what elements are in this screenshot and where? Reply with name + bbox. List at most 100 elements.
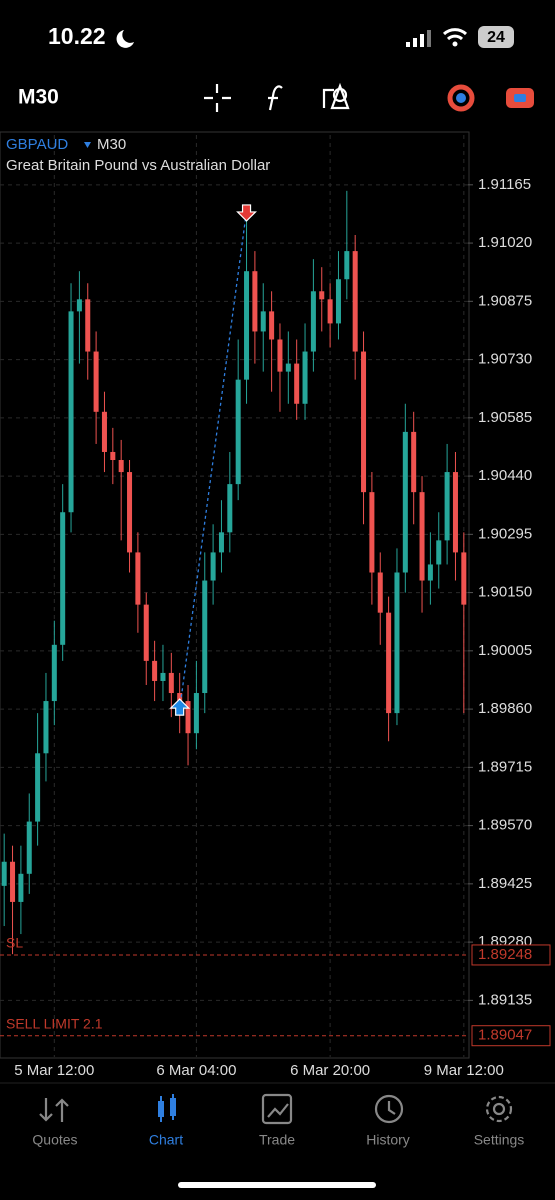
- candle-body: [427, 564, 433, 581]
- trade-icon[interactable]: [447, 84, 475, 112]
- tab-label[interactable]: History: [366, 1132, 410, 1148]
- order-price: 1.89047: [478, 1027, 532, 1044]
- candle-body: [110, 451, 116, 461]
- candle-body: [294, 363, 300, 404]
- candle-body: [436, 540, 442, 565]
- y-tick-label: 1.89860: [478, 700, 532, 717]
- y-tick-label: 1.91165: [478, 176, 531, 193]
- tab-bar: Quotes Chart Trade History Settings: [32, 1093, 525, 1148]
- x-tick-label: 6 Mar 20:00: [290, 1062, 370, 1079]
- order-price: 1.89248: [478, 946, 532, 963]
- tab-label[interactable]: Settings: [474, 1132, 525, 1148]
- wifi-icon: [442, 28, 468, 41]
- candle-body: [193, 693, 199, 734]
- candle-body: [85, 299, 91, 352]
- candle-body: [344, 251, 350, 280]
- candle-body: [202, 580, 208, 694]
- candle-body: [335, 279, 341, 324]
- candle-body: [135, 552, 141, 605]
- settings-icon: [485, 1095, 513, 1123]
- y-tick-label: 1.89715: [478, 758, 532, 775]
- candle-body: [310, 291, 316, 352]
- y-tick-label: 1.90585: [478, 409, 532, 426]
- candle-body: [260, 311, 266, 332]
- candle-body: [177, 693, 183, 702]
- candle-body: [327, 299, 333, 324]
- candle-body: [285, 363, 291, 372]
- tab-label[interactable]: Trade: [259, 1132, 295, 1148]
- y-tick-label: 1.89135: [478, 991, 532, 1008]
- x-tick-label: 5 Mar 12:00: [14, 1062, 94, 1079]
- candle-body: [127, 472, 133, 553]
- order-price-box: [471, 1025, 551, 1047]
- trade-tab-icon: [261, 1093, 293, 1125]
- candle-body: [101, 411, 107, 452]
- candle-body: [244, 271, 250, 380]
- y-tick-label: 1.90730: [478, 351, 532, 368]
- candle-body: [93, 351, 99, 412]
- candle-body: [218, 532, 224, 553]
- timeframe-button[interactable]: M30: [18, 86, 59, 109]
- x-tick-label: 9 Mar 12:00: [424, 1062, 504, 1079]
- candle-body: [302, 351, 308, 404]
- candle-body: [402, 431, 408, 573]
- x-tick-label: 6 Mar 04:00: [156, 1062, 236, 1079]
- candle-body: [152, 660, 158, 681]
- candle-body: [18, 873, 24, 902]
- candle-body: [377, 572, 383, 613]
- symbol-description: Great Britain Pound vs Australian Dollar: [6, 157, 270, 174]
- chart-frame: [0, 131, 470, 1059]
- battery: [478, 26, 514, 48]
- candle-body: [269, 311, 275, 340]
- candle-body: [235, 379, 241, 485]
- chart-icon: [158, 1094, 176, 1122]
- candle-body: [51, 644, 57, 702]
- candle-body: [319, 291, 325, 300]
- y-tick-label: 1.89570: [478, 817, 532, 834]
- indicator-icon[interactable]: [268, 85, 283, 111]
- candle-body: [369, 492, 375, 573]
- candle-body: [10, 861, 16, 902]
- tab-label[interactable]: Chart: [149, 1132, 183, 1148]
- candle-body: [43, 701, 49, 754]
- candle-body: [143, 604, 149, 661]
- y-tick-label: 1.91020: [478, 234, 532, 251]
- chart-timeframe: M30: [97, 136, 126, 153]
- order-label: SELL LIMIT 2.1: [6, 1015, 103, 1031]
- candle-body: [277, 339, 283, 372]
- clock: 10.22: [48, 23, 106, 49]
- order-label: SL: [6, 935, 23, 951]
- candle-body: [444, 472, 450, 541]
- objects-icon[interactable]: [322, 82, 350, 110]
- candle-body: [160, 672, 166, 681]
- candle-body: [185, 701, 191, 734]
- crosshair-icon[interactable]: [204, 84, 231, 112]
- moon-icon: [116, 30, 134, 48]
- candle-body: [252, 271, 258, 332]
- tab-label[interactable]: Quotes: [32, 1132, 77, 1148]
- y-tick-label: 1.90875: [478, 292, 532, 309]
- candle-body: [68, 311, 74, 513]
- trade-icon-core: [456, 93, 466, 103]
- sell-arrow: [236, 204, 257, 222]
- signal-icon: [406, 30, 431, 47]
- y-tick-label: 1.90005: [478, 642, 532, 659]
- candle-body: [76, 299, 82, 312]
- quotes-icon: [39, 1098, 69, 1122]
- wifi-dot: [452, 41, 458, 47]
- candle-body: [60, 512, 66, 645]
- candle-body: [452, 472, 458, 553]
- y-tick-label: 1.90150: [478, 584, 532, 601]
- candle-body: [210, 552, 216, 581]
- symbol[interactable]: GBPAUD: [6, 136, 68, 153]
- candle-body: [26, 821, 32, 874]
- candle-body: [352, 251, 358, 352]
- candle-body: [461, 552, 467, 605]
- home-indicator: [178, 1182, 376, 1188]
- symbol-dropdown[interactable]: [84, 142, 91, 148]
- battery-level: 24: [487, 29, 505, 46]
- y-tick-label: 1.89425: [478, 875, 532, 892]
- account-icon-core: [514, 94, 526, 102]
- y-tick-label: 1.90295: [478, 525, 532, 542]
